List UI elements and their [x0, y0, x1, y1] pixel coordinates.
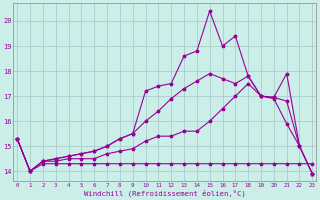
- X-axis label: Windchill (Refroidissement éolien,°C): Windchill (Refroidissement éolien,°C): [84, 189, 246, 197]
